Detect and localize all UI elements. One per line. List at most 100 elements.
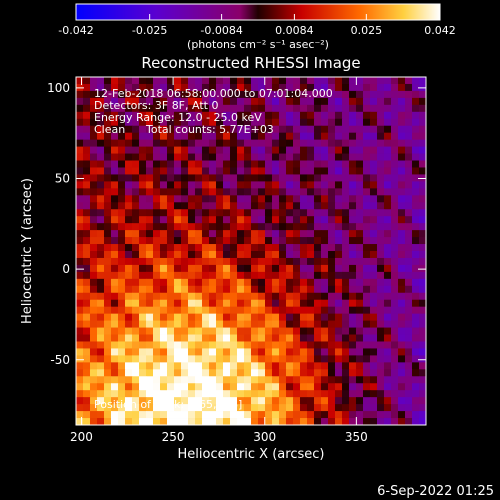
heatmap-cell: [244, 362, 252, 370]
heatmap-cell: [90, 230, 98, 238]
heatmap-cell: [405, 125, 413, 134]
heatmap-cell: [209, 376, 217, 384]
heatmap-cell: [209, 181, 217, 189]
heatmap-cell: [370, 77, 378, 85]
heatmap-cell: [104, 77, 112, 85]
heatmap-cell: [363, 97, 371, 106]
heatmap-cell: [307, 285, 315, 294]
heatmap-cell: [377, 292, 385, 301]
heatmap-cell: [356, 313, 364, 321]
heatmap-cell: [174, 320, 182, 328]
heatmap-cell: [251, 278, 259, 287]
heatmap-cell: [111, 188, 119, 196]
heatmap-cell: [300, 188, 308, 196]
heatmap-cell: [209, 390, 217, 398]
heatmap-cell: [118, 188, 126, 196]
heatmap-cell: [412, 97, 420, 106]
heatmap-cell: [286, 118, 294, 127]
heatmap-cell: [279, 174, 287, 182]
heatmap-cell: [160, 188, 168, 196]
heatmap-cell: [398, 334, 406, 342]
heatmap-cell: [349, 257, 357, 266]
heatmap-cell: [195, 362, 203, 370]
heatmap-cell: [132, 230, 140, 238]
heatmap-cell: [412, 195, 420, 203]
heatmap-cell: [265, 264, 273, 273]
heatmap-cell: [384, 77, 392, 85]
heatmap-cell: [279, 257, 287, 266]
heatmap-cell: [349, 299, 357, 308]
heatmap-cell: [188, 369, 196, 377]
heatmap-cell: [188, 264, 196, 273]
heatmap-cell: [398, 285, 406, 294]
heatmap-cell: [174, 362, 182, 370]
heatmap-cell: [321, 77, 329, 85]
heatmap-cell: [132, 209, 140, 217]
heatmap-cell: [244, 209, 252, 217]
heatmap-cell: [153, 404, 161, 412]
heatmap-cell: [363, 404, 371, 412]
heatmap-cell: [363, 313, 371, 321]
heatmap-cell: [216, 174, 224, 182]
heatmap-cell: [349, 111, 357, 120]
heatmap-cell: [293, 278, 301, 287]
heatmap-cell: [174, 397, 182, 405]
heatmap-cell: [104, 285, 112, 294]
heatmap-cell: [321, 411, 329, 419]
heatmap-cell: [272, 111, 280, 120]
heatmap-cell: [181, 334, 189, 342]
heatmap-cell: [90, 251, 98, 259]
heatmap-cell: [153, 376, 161, 384]
heatmap-cell: [174, 230, 182, 238]
heatmap-cell: [384, 362, 392, 370]
heatmap-cell: [391, 153, 399, 161]
heatmap-cell: [251, 306, 259, 315]
heatmap-cell: [223, 376, 231, 384]
heatmap-cell: [202, 216, 210, 224]
heatmap-cell: [216, 230, 224, 238]
heatmap-cell: [342, 299, 350, 308]
heatmap-cell: [223, 160, 231, 168]
heatmap-cell: [342, 334, 350, 342]
heatmap-cell: [104, 160, 112, 168]
heatmap-cell: [356, 202, 364, 210]
heatmap-cell: [188, 181, 196, 189]
heatmap-cell: [356, 334, 364, 342]
heatmap-cell: [230, 355, 238, 363]
heatmap-cell: [146, 139, 154, 147]
heatmap-cell: [363, 118, 371, 127]
heatmap-cell: [139, 104, 147, 113]
heatmap-cell: [195, 397, 203, 405]
heatmap-cell: [174, 216, 182, 224]
heatmap-cell: [279, 118, 287, 127]
heatmap-cell: [349, 362, 357, 370]
heatmap-cell: [153, 209, 161, 217]
heatmap-cell: [111, 278, 119, 287]
heatmap-cell: [167, 404, 175, 412]
heatmap-cell: [349, 146, 357, 154]
heatmap-cell: [118, 278, 126, 287]
heatmap-cell: [272, 257, 280, 266]
heatmap-cell: [104, 216, 112, 224]
heatmap-cell: [384, 376, 392, 384]
heatmap-cell: [146, 418, 154, 425]
heatmap-cell: [76, 334, 84, 342]
heatmap-cell: [321, 348, 329, 356]
heatmap-cell: [83, 397, 91, 405]
heatmap-cell: [272, 285, 280, 294]
heatmap-cell: [195, 369, 203, 377]
heatmap-cell: [286, 83, 294, 92]
heatmap-cell: [111, 411, 119, 419]
heatmap-cell: [314, 181, 322, 189]
heatmap-cell: [279, 299, 287, 308]
heatmap-cell: [104, 118, 112, 127]
heatmap-cell: [153, 264, 161, 273]
heatmap-cell: [139, 230, 147, 238]
heatmap-cell: [384, 278, 392, 287]
heatmap-cell: [321, 390, 329, 398]
heatmap-cell: [335, 230, 343, 238]
heatmap-cell: [384, 160, 392, 168]
heatmap-cell: [181, 299, 189, 308]
heatmap-cell: [97, 376, 105, 384]
heatmap-cell: [139, 174, 147, 182]
